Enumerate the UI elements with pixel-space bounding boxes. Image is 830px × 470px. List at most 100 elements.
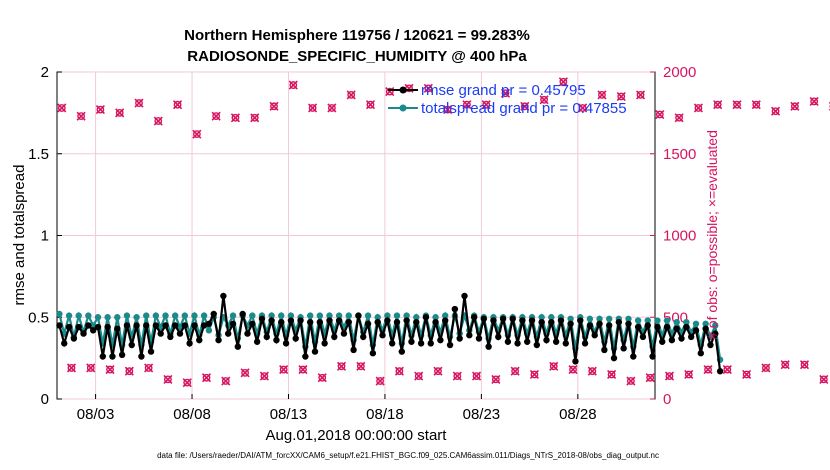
obs-evaluated-marker	[153, 116, 163, 126]
obs-possible-marker	[414, 372, 423, 381]
totalspread-point	[335, 312, 343, 319]
totalspread-point	[702, 320, 709, 327]
rmse-point	[591, 332, 598, 339]
rmse-point	[253, 338, 261, 345]
totalspread-point	[596, 315, 603, 323]
obs-possible-marker	[96, 105, 105, 114]
obs-evaluated-marker	[172, 100, 183, 110]
rmse-point	[345, 318, 352, 326]
rmse-point	[442, 317, 449, 324]
chart-title-line2: RADIOSONDE_SPECIFIC_HUMIDITY @ 400 hPa	[187, 48, 527, 65]
obs-possible-marker	[366, 100, 375, 109]
obs-evaluated-marker	[240, 368, 250, 378]
rmse-point	[620, 345, 627, 352]
data-file-footnote: data file: /Users/raeder/DAI/ATM_forcXX/…	[157, 451, 659, 460]
obs-evaluated-marker	[819, 374, 829, 384]
totalspread-point	[538, 314, 545, 321]
rmse-point	[287, 317, 295, 324]
rmse-point	[716, 368, 724, 375]
totalspread-point	[393, 312, 401, 319]
rmse-point	[215, 336, 222, 344]
rmse-point	[504, 338, 512, 345]
obs-evaluated-marker	[452, 371, 462, 381]
obs-evaluated-marker	[809, 96, 819, 106]
rmse-point	[152, 322, 160, 329]
rmse-point	[610, 354, 618, 362]
rmse-point	[552, 338, 560, 345]
totalspread-point	[442, 312, 449, 319]
totalspread-point	[345, 312, 352, 319]
totalspread-point	[133, 314, 140, 321]
rmse-point	[311, 348, 319, 355]
obs-possible-marker	[733, 100, 741, 109]
rmse-point	[65, 323, 73, 331]
obs-evaluated-marker	[655, 109, 665, 120]
obs-evaluated-marker	[182, 378, 192, 388]
rmse-point	[446, 341, 454, 349]
obs-evaluated-marker	[693, 103, 703, 113]
obs-possible-marker	[183, 378, 192, 387]
obs-evaluated-marker	[230, 113, 241, 123]
obs-evaluated-marker	[336, 361, 347, 371]
rmse-point	[499, 315, 507, 323]
rmse-point	[557, 317, 565, 324]
x-tick-label: 08/08	[173, 406, 211, 423]
totalspread-point	[56, 310, 63, 318]
obs-evaluated-marker	[443, 105, 453, 115]
obs-evaluated-marker	[57, 103, 67, 113]
y-tick-label: 2	[41, 64, 49, 81]
totalspread-point	[171, 312, 179, 319]
y-tick-label: 1	[41, 228, 49, 245]
obs-possible-marker	[67, 364, 76, 372]
totalspread-point	[548, 314, 555, 321]
obs-possible-marker	[742, 370, 751, 379]
rmse-point	[673, 325, 680, 332]
obs-possible-marker	[636, 90, 645, 99]
rmse-point	[118, 351, 126, 359]
totalspread-point	[89, 322, 97, 329]
obs-evaluated-marker	[76, 111, 86, 121]
obs-evaluated-marker	[192, 129, 202, 139]
obs-evaluated-marker	[317, 373, 327, 383]
obs-evaluated-marker	[722, 365, 732, 375]
totalspread-point	[200, 312, 208, 319]
rmse-point	[316, 318, 324, 326]
obs-possible-marker	[723, 365, 732, 374]
rmse-point	[302, 353, 309, 360]
obs-evaluated-marker	[414, 371, 424, 381]
totalspread-point	[162, 312, 169, 319]
obs-evaluated-marker	[742, 369, 752, 380]
rmse-point	[109, 353, 116, 360]
obs-possible-marker	[549, 362, 558, 371]
totalspread-point	[374, 314, 381, 321]
rmse-point	[379, 332, 386, 339]
totalspread-point	[306, 312, 314, 319]
rmse-point	[403, 317, 410, 324]
obs-evaluated-marker	[124, 366, 134, 376]
rmse-point	[80, 330, 87, 337]
obs-possible-marker	[665, 372, 674, 381]
x-tick-label: 08/28	[559, 406, 597, 423]
obs-possible-marker	[135, 99, 143, 107]
rmse-point	[388, 340, 396, 347]
rmse-point	[427, 340, 434, 347]
obs-evaluated-marker	[385, 87, 395, 97]
obs-possible-marker	[443, 105, 452, 114]
obs-evaluated-marker	[761, 363, 771, 373]
x-tick-label: 08/18	[366, 406, 404, 423]
obs-possible-marker	[327, 104, 336, 112]
obs-evaluated-marker	[95, 105, 105, 115]
legend-rmse-label: rmse grand pr = 0.45795	[421, 82, 586, 99]
obs-possible-marker	[752, 100, 761, 109]
obs-possible-marker	[250, 113, 259, 122]
obs-possible-marker	[57, 104, 66, 112]
x-tick-label: 08/03	[77, 406, 115, 423]
rmse-point	[133, 322, 140, 329]
obs-possible-marker	[491, 375, 500, 384]
rmse-point	[639, 333, 647, 341]
obs-possible-marker	[694, 104, 703, 112]
obs-evaluated-marker	[510, 366, 520, 376]
obs-evaluated-marker	[520, 101, 530, 111]
obs-possible-marker	[86, 364, 95, 372]
obs-evaluated-marker	[288, 80, 298, 90]
